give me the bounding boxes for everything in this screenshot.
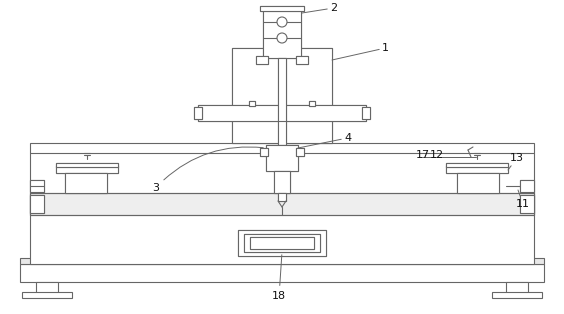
- Bar: [309, 101, 315, 106]
- Text: 4: 4: [298, 133, 351, 148]
- Bar: [263, 8, 301, 58]
- Bar: [30, 180, 44, 192]
- Bar: [56, 166, 118, 173]
- Bar: [194, 107, 202, 119]
- Bar: [30, 195, 44, 213]
- Circle shape: [277, 17, 287, 27]
- Bar: [362, 107, 370, 119]
- Bar: [30, 193, 534, 215]
- Bar: [198, 105, 366, 121]
- Bar: [446, 163, 508, 167]
- Bar: [30, 180, 44, 192]
- Bar: [232, 48, 332, 143]
- Bar: [232, 48, 332, 143]
- Bar: [296, 56, 308, 64]
- Bar: [65, 173, 107, 193]
- Bar: [249, 101, 255, 106]
- Text: 12: 12: [430, 150, 444, 160]
- Bar: [296, 148, 304, 156]
- Bar: [278, 193, 286, 201]
- Bar: [20, 264, 544, 282]
- Bar: [260, 148, 268, 156]
- Bar: [256, 56, 268, 64]
- Bar: [56, 166, 118, 173]
- Text: 18: 18: [272, 255, 286, 301]
- Text: 3: 3: [152, 147, 263, 193]
- Bar: [446, 166, 508, 173]
- Bar: [274, 171, 290, 193]
- Text: 2: 2: [302, 3, 337, 13]
- Bar: [30, 143, 534, 264]
- Bar: [520, 195, 534, 213]
- Bar: [520, 180, 534, 192]
- Bar: [244, 234, 320, 252]
- Bar: [260, 6, 304, 11]
- Bar: [296, 56, 308, 64]
- Bar: [65, 173, 107, 193]
- Bar: [266, 145, 298, 171]
- Text: 13: 13: [508, 153, 524, 170]
- Bar: [238, 230, 326, 256]
- Bar: [492, 292, 542, 298]
- Circle shape: [277, 33, 287, 43]
- Bar: [256, 56, 268, 64]
- Bar: [446, 163, 508, 167]
- Bar: [457, 173, 499, 193]
- Bar: [278, 58, 286, 145]
- Bar: [457, 173, 499, 193]
- Bar: [194, 107, 202, 119]
- Bar: [266, 145, 298, 171]
- Bar: [520, 180, 534, 192]
- Bar: [260, 6, 304, 11]
- Bar: [278, 58, 286, 145]
- Bar: [30, 195, 44, 213]
- Bar: [22, 292, 72, 298]
- Bar: [263, 8, 301, 58]
- Bar: [520, 195, 534, 213]
- Bar: [506, 282, 528, 296]
- Text: 11: 11: [516, 190, 530, 209]
- Bar: [249, 101, 255, 106]
- Bar: [238, 230, 326, 256]
- Bar: [56, 163, 118, 167]
- Bar: [244, 234, 320, 252]
- Bar: [30, 193, 534, 215]
- Bar: [296, 148, 304, 156]
- Bar: [56, 163, 118, 167]
- Bar: [446, 166, 508, 173]
- Bar: [278, 193, 286, 201]
- Bar: [260, 148, 268, 156]
- Bar: [250, 237, 314, 249]
- Bar: [309, 101, 315, 106]
- Text: 17: 17: [416, 150, 430, 160]
- Bar: [362, 107, 370, 119]
- Bar: [198, 105, 366, 121]
- Bar: [20, 258, 544, 264]
- Text: 1: 1: [332, 43, 389, 60]
- Bar: [250, 237, 314, 249]
- Bar: [274, 171, 290, 193]
- Bar: [36, 282, 58, 296]
